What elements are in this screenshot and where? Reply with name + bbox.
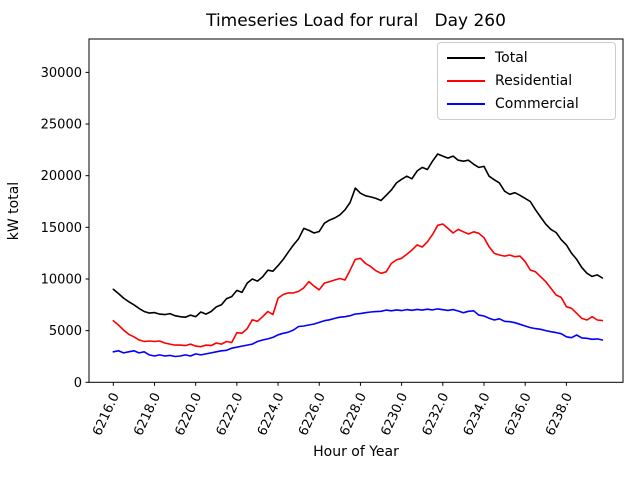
x-tick-label: 6218.0	[131, 391, 164, 439]
y-tick-label: 10000	[41, 272, 82, 287]
legend: Total Residential Commercial	[437, 42, 616, 120]
y-tick-label: 20000	[41, 169, 82, 184]
legend-label: Commercial	[495, 96, 579, 112]
x-tick-label: 6216.0	[90, 391, 123, 439]
y-tick-label: 25000	[41, 118, 82, 133]
x-tick-label: 6234.0	[461, 391, 494, 439]
x-tick-label: 6226.0	[296, 391, 329, 439]
legend-line-swatch	[447, 103, 485, 105]
x-axis-label: Hour of Year	[313, 444, 399, 460]
legend-line-swatch	[447, 80, 485, 82]
legend-item-commercial: Commercial	[447, 96, 606, 112]
x-tick-label: 6220.0	[172, 391, 205, 439]
legend-label: Total	[495, 50, 528, 66]
y-tick-label: 30000	[41, 66, 82, 81]
legend-item-total: Total	[447, 50, 606, 66]
legend-line-swatch	[447, 57, 485, 59]
y-axis-label: kW total	[6, 181, 22, 241]
legend-item-residential: Residential	[447, 73, 606, 89]
series-line-total	[112, 153, 604, 319]
x-tick-label: 6232.0	[420, 391, 453, 439]
x-tick-label: 6236.0	[502, 391, 535, 439]
y-tick-label: 15000	[41, 221, 82, 236]
legend-label: Residential	[495, 73, 573, 89]
x-tick-label: 6224.0	[255, 391, 288, 439]
x-tick-label: 6230.0	[378, 391, 411, 439]
chart-title: Timeseries Load for rural Day 260	[206, 11, 506, 31]
series-line-commercial	[112, 308, 604, 358]
series-line-residential	[112, 223, 604, 348]
y-tick-label: 5000	[49, 324, 82, 339]
x-tick-label: 6238.0	[543, 391, 576, 439]
x-tick-label: 6222.0	[214, 391, 247, 439]
y-tick-label: 0	[74, 376, 82, 391]
x-tick-label: 6228.0	[337, 391, 370, 439]
